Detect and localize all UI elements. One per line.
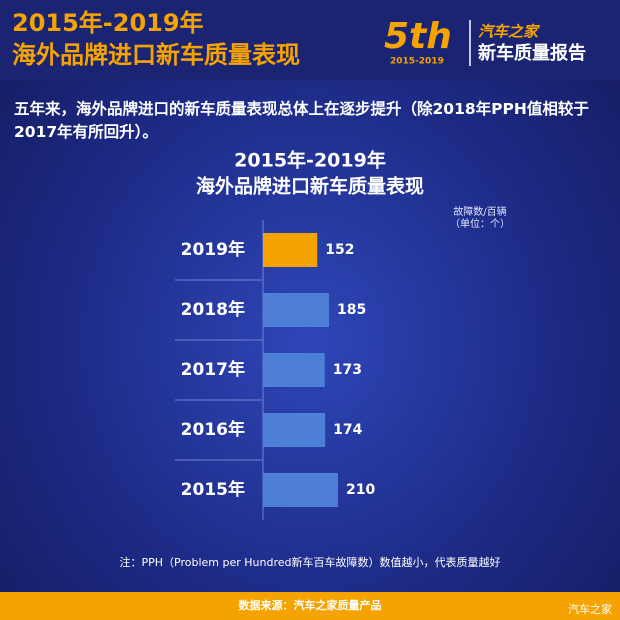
bar xyxy=(263,413,326,447)
logo-brand: 汽车之家 xyxy=(478,23,541,41)
footer-source: 数据来源：汽车之家质量产品 xyxy=(239,598,382,612)
bar xyxy=(263,353,325,387)
header-band xyxy=(0,0,620,80)
value-label: 210 xyxy=(346,482,375,498)
value-label: 174 xyxy=(333,422,362,438)
note: 注：PPH（Problem per Hundred新车百车故障数）数值越小，代表… xyxy=(119,555,500,569)
category-label: 2018年 xyxy=(181,299,245,320)
logo-years: 2015-2019 xyxy=(390,57,444,67)
intro-text: 五年来，海外品牌进口的新车质量表现总体上在逐步提升（除2018年PPH值相较于2… xyxy=(14,100,589,141)
value-label: 173 xyxy=(333,362,362,378)
footer-band xyxy=(0,592,620,620)
category-label: 2015年 xyxy=(181,479,245,500)
logo-number: 5th xyxy=(384,16,452,57)
category-label: 2016年 xyxy=(181,419,245,440)
header-title: 海外品牌进口新车质量表现 xyxy=(12,41,300,69)
value-label: 185 xyxy=(337,302,366,318)
watermark: 汽车之家 xyxy=(568,602,612,616)
category-label: 2017年 xyxy=(181,359,245,380)
chart-title: 海外品牌进口新车质量表现 xyxy=(196,175,424,198)
bar xyxy=(263,233,318,267)
category-label: 2019年 xyxy=(181,239,245,260)
unit-label: （单位：个） xyxy=(450,217,510,230)
chart-title: 2015年-2019年 xyxy=(234,149,386,172)
logo-title: 新车质量报告 xyxy=(478,42,586,64)
bar xyxy=(263,293,330,327)
header-title: 2015年-2019年 xyxy=(12,9,204,37)
unit-label: 故障数/百辆 xyxy=(453,205,506,218)
bar xyxy=(263,473,338,507)
value-label: 152 xyxy=(325,242,354,258)
